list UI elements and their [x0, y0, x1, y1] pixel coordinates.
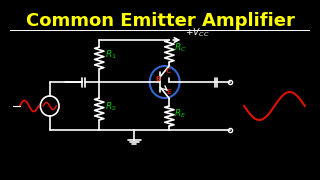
Text: $R_E$: $R_E$	[174, 108, 187, 120]
Text: $R_1$: $R_1$	[105, 49, 116, 61]
Text: B: B	[155, 76, 161, 82]
Text: E: E	[166, 89, 171, 94]
Text: $+V_{CC}$: $+V_{CC}$	[185, 26, 210, 39]
Text: $R_C$: $R_C$	[174, 42, 187, 54]
Text: Common Emitter Amplifier: Common Emitter Amplifier	[26, 12, 294, 30]
Text: C: C	[166, 68, 171, 73]
Text: $R_2$: $R_2$	[105, 101, 116, 113]
